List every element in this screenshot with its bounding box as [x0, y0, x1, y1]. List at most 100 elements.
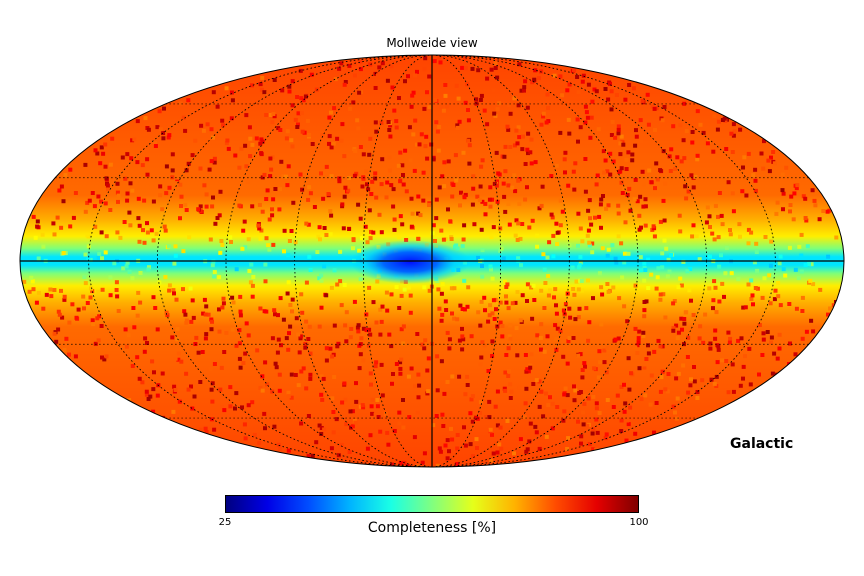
- completeness-pixel: [135, 355, 140, 360]
- completeness-pixel: [296, 383, 301, 388]
- completeness-pixel: [558, 74, 563, 79]
- completeness-pixel: [397, 421, 402, 426]
- completeness-pixel: [437, 125, 442, 129]
- completeness-pixel: [697, 336, 702, 341]
- completeness-pixel: [533, 160, 538, 165]
- completeness-pixel: [369, 229, 373, 234]
- completeness-pixel: [799, 269, 804, 274]
- completeness-pixel: [577, 265, 582, 270]
- completeness-pixel: [731, 389, 736, 394]
- completeness-pixel: [303, 94, 308, 99]
- completeness-pixel: [386, 442, 391, 447]
- completeness-pixel: [800, 295, 805, 300]
- completeness-pixel: [525, 105, 530, 110]
- completeness-pixel: [633, 345, 638, 350]
- completeness-pixel: [701, 340, 706, 345]
- completeness-pixel: [502, 154, 507, 159]
- completeness-pixel: [613, 256, 618, 261]
- completeness-pixel: [431, 423, 436, 428]
- completeness-pixel: [353, 420, 358, 425]
- completeness-pixel: [834, 235, 839, 240]
- completeness-pixel: [86, 257, 91, 262]
- completeness-pixel: [611, 285, 616, 290]
- completeness-pixel: [410, 93, 415, 98]
- completeness-pixel: [217, 213, 222, 218]
- completeness-pixel: [485, 76, 490, 81]
- completeness-pixel: [440, 412, 445, 417]
- completeness-pixel: [553, 323, 558, 328]
- completeness-pixel: [356, 202, 361, 207]
- completeness-pixel: [586, 228, 591, 233]
- completeness-pixel: [271, 197, 276, 202]
- completeness-pixel: [618, 152, 623, 157]
- completeness-pixel: [717, 299, 722, 304]
- completeness-pixel: [29, 275, 34, 280]
- completeness-pixel: [151, 295, 156, 300]
- completeness-pixel: [192, 394, 197, 399]
- completeness-pixel: [378, 307, 383, 312]
- completeness-pixel: [361, 152, 366, 157]
- completeness-pixel: [707, 214, 712, 219]
- completeness-pixel: [398, 360, 403, 365]
- completeness-pixel: [186, 387, 191, 392]
- completeness-pixel: [357, 366, 362, 371]
- completeness-pixel: [167, 288, 172, 293]
- completeness-pixel: [220, 118, 225, 123]
- completeness-pixel: [360, 184, 365, 189]
- completeness-pixel: [678, 276, 683, 281]
- completeness-pixel: [777, 332, 782, 337]
- completeness-pixel: [522, 88, 526, 93]
- completeness-pixel: [258, 141, 263, 146]
- completeness-pixel: [173, 388, 178, 392]
- completeness-pixel: [478, 184, 483, 189]
- completeness-pixel: [332, 323, 337, 328]
- completeness-pixel: [662, 105, 667, 109]
- completeness-pixel: [488, 427, 493, 432]
- completeness-pixel: [200, 350, 205, 354]
- completeness-pixel: [299, 111, 304, 115]
- completeness-pixel: [241, 361, 246, 365]
- completeness-pixel: [494, 150, 499, 155]
- completeness-pixel: [301, 366, 306, 371]
- completeness-pixel: [566, 339, 571, 344]
- completeness-pixel: [580, 239, 585, 244]
- completeness-pixel: [452, 286, 457, 291]
- completeness-pixel: [128, 181, 133, 186]
- completeness-pixel: [286, 390, 291, 395]
- completeness-pixel: [575, 117, 580, 122]
- completeness-pixel: [179, 204, 183, 208]
- completeness-pixel: [616, 127, 621, 132]
- completeness-pixel: [378, 332, 383, 337]
- completeness-pixel: [259, 228, 264, 233]
- completeness-pixel: [730, 362, 735, 367]
- completeness-pixel: [308, 372, 313, 377]
- completeness-pixel: [580, 79, 585, 84]
- completeness-pixel: [52, 288, 57, 292]
- completeness-pixel: [531, 283, 536, 288]
- completeness-pixel: [162, 106, 166, 111]
- completeness-pixel: [663, 315, 668, 320]
- completeness-pixel: [374, 129, 379, 134]
- completeness-pixel: [398, 366, 403, 371]
- completeness-pixel: [108, 162, 113, 167]
- completeness-pixel: [384, 463, 389, 467]
- colorbar-tick-max: 100: [629, 517, 649, 528]
- completeness-pixel: [183, 202, 188, 207]
- completeness-pixel: [591, 447, 596, 452]
- completeness-pixel: [422, 451, 427, 456]
- completeness-pixel: [135, 119, 140, 124]
- completeness-pixel: [478, 400, 483, 405]
- completeness-pixel: [427, 203, 431, 207]
- completeness-pixel: [576, 243, 580, 248]
- completeness-pixel: [90, 318, 95, 323]
- completeness-pixel: [622, 382, 626, 387]
- completeness-pixel: [449, 237, 454, 241]
- completeness-pixel: [401, 182, 406, 187]
- completeness-pixel: [676, 330, 681, 335]
- map-boundary: [19, 54, 845, 468]
- completeness-pixel: [635, 343, 640, 348]
- completeness-pixel: [478, 323, 483, 328]
- completeness-pixel: [91, 322, 96, 327]
- completeness-pixel: [532, 298, 537, 302]
- completeness-pixel: [614, 93, 619, 97]
